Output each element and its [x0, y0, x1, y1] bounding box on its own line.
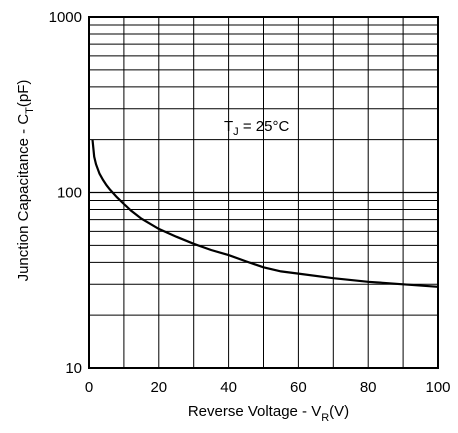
y-axis-title-unit: (pF) — [15, 80, 32, 108]
annotation-main: T — [224, 118, 233, 135]
x-tick-label: 20 — [150, 379, 167, 396]
x-axis-title-unit: (V) — [329, 403, 349, 420]
y-axis-title-main: Junction Capacitance - C — [15, 114, 32, 282]
y-tick-labels: 10 100 1000 — [49, 9, 82, 377]
x-axis-title: Reverse Voltage - VR(V) — [188, 403, 349, 424]
annotation-sub: J — [233, 126, 239, 138]
y-axis-title-sub: T — [24, 107, 36, 114]
x-tick-label: 40 — [220, 379, 237, 396]
capacitance-curve — [91, 139, 439, 288]
annotation-rest: = 25°C — [239, 118, 290, 135]
y-tick-label: 10 — [65, 360, 82, 377]
x-axis-title-sub: R — [321, 412, 329, 424]
grid-lines — [89, 17, 438, 368]
x-tick-label: 0 — [85, 379, 93, 396]
y-tick-label: 100 — [57, 185, 82, 202]
x-tick-label: 100 — [425, 379, 450, 396]
y-tick-label: 1000 — [49, 9, 82, 26]
x-tick-labels: 0 20 40 60 80 100 — [85, 379, 451, 396]
x-tick-label: 60 — [290, 379, 307, 396]
x-tick-label: 80 — [360, 379, 377, 396]
x-axis-title-main: Reverse Voltage - V — [188, 403, 321, 420]
temperature-annotation: TJ = 25°C — [224, 118, 289, 138]
plot-frame — [88, 16, 439, 369]
y-axis-title: Junction Capacitance - CT(pF) — [15, 80, 36, 282]
